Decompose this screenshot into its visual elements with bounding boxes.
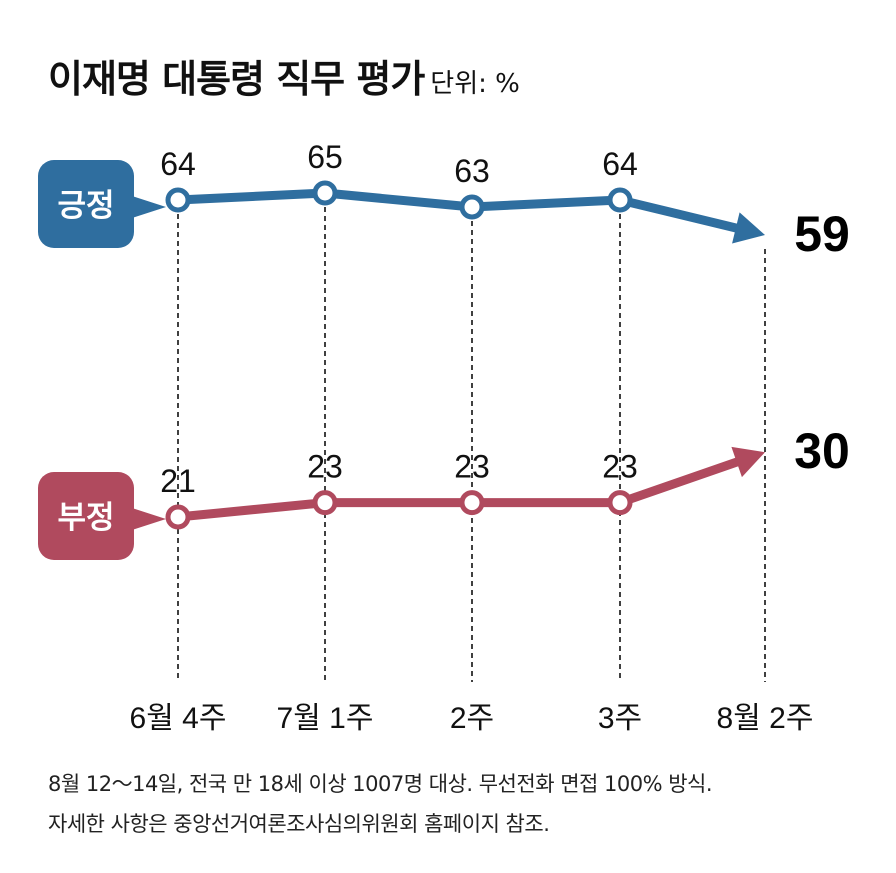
footnote-2: 자세한 사항은 중앙선거여론조사심의위원회 홈페이지 참조. — [48, 812, 550, 836]
data-label: 63 — [454, 153, 490, 189]
series-line-0 — [177, 188, 743, 234]
data-label: 23 — [307, 449, 343, 485]
data-point — [459, 490, 485, 516]
series-label-pointer — [132, 508, 166, 530]
data-label: 64 — [160, 146, 196, 182]
series-label-1: 부정 — [57, 500, 114, 536]
arrow-head — [731, 446, 765, 478]
data-point — [607, 490, 633, 516]
data-label: 64 — [602, 146, 638, 182]
data-point — [312, 490, 338, 516]
latest-value-label: 59 — [794, 206, 850, 262]
data-label: 65 — [307, 139, 343, 175]
data-point — [607, 187, 633, 213]
x-tick-label: 6월 4주 — [130, 702, 227, 735]
data-label: 23 — [602, 449, 638, 485]
x-tick-label: 8월 2주 — [717, 702, 814, 735]
footnote-1: 8월 12～14일, 전국 만 18세 이상 1007명 대상. 무선전화 면접… — [48, 772, 713, 796]
data-label: 21 — [160, 463, 196, 499]
series-label-0: 긍정 — [57, 188, 114, 224]
data-point — [165, 187, 191, 213]
chart-title: 이재명 대통령 직무 평가 단위: % — [48, 48, 520, 103]
data-point — [312, 180, 338, 206]
title-text: 이재명 대통령 직무 평가 — [48, 57, 425, 101]
data-label: 23 — [454, 449, 490, 485]
x-tick-label: 2주 — [450, 702, 494, 735]
arrow-head — [732, 212, 765, 244]
x-tick-label: 3주 — [598, 702, 642, 735]
latest-value-label: 30 — [794, 423, 850, 479]
unit-label: 단위: % — [430, 69, 520, 99]
x-tick-label: 7월 1주 — [277, 702, 374, 735]
series-label-box — [38, 472, 134, 560]
series-label-pointer — [132, 196, 166, 218]
data-point — [459, 194, 485, 220]
data-point — [165, 504, 191, 530]
series-label-box — [38, 160, 134, 248]
